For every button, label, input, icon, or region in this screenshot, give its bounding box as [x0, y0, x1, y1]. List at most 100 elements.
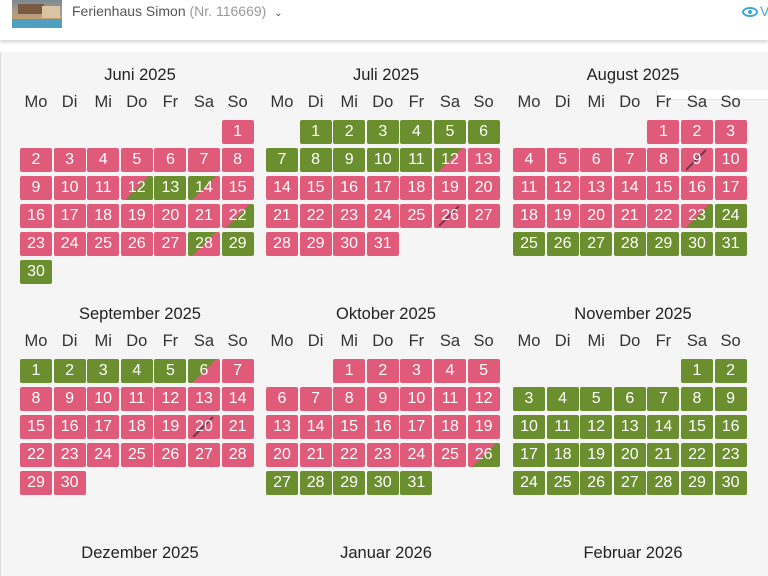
calendar-day[interactable]: 16 — [714, 415, 747, 439]
calendar-day[interactable]: 28 — [266, 232, 298, 256]
calendar-day[interactable]: 3 — [366, 120, 399, 144]
calendar-day[interactable]: 24 — [400, 443, 433, 467]
calendar-day[interactable]: 7 — [266, 148, 298, 172]
calendar-day[interactable]: 28 — [299, 471, 332, 495]
calendar-day[interactable]: 24 — [513, 471, 545, 495]
calendar-day[interactable]: 14 — [221, 387, 254, 411]
calendar-day[interactable]: 11 — [400, 148, 433, 172]
calendar-day[interactable]: 8 — [333, 387, 366, 411]
calendar-day[interactable]: 3 — [714, 120, 747, 144]
calendar-day[interactable]: 8 — [647, 148, 680, 172]
calendar-day[interactable]: 21 — [613, 204, 646, 228]
calendar-day[interactable]: 1 — [299, 120, 332, 144]
calendar-day[interactable]: 26 — [120, 232, 153, 256]
calendar-day[interactable]: 12 — [434, 148, 466, 172]
calendar-day[interactable]: 1 — [221, 120, 254, 144]
calendar-day[interactable]: 3 — [513, 387, 545, 411]
calendar-day[interactable]: 3 — [400, 359, 433, 383]
calendar-day[interactable]: 26 — [580, 471, 613, 495]
calendar-day[interactable]: 15 — [333, 415, 366, 439]
calendar-day[interactable]: 24 — [53, 232, 86, 256]
calendar-day[interactable]: 30 — [714, 471, 747, 495]
calendar-day[interactable]: 25 — [546, 471, 579, 495]
calendar-day[interactable]: 8 — [681, 387, 713, 411]
calendar-day[interactable]: 21 — [266, 204, 298, 228]
calendar-day[interactable]: 4 — [120, 359, 153, 383]
calendar-day[interactable]: 2 — [53, 359, 86, 383]
calendar-day[interactable]: 13 — [154, 176, 187, 200]
calendar-day[interactable]: 28 — [188, 232, 220, 256]
calendar-day[interactable]: 1 — [333, 359, 366, 383]
calendar-day[interactable]: 23 — [366, 443, 399, 467]
calendar-day[interactable]: 30 — [20, 260, 52, 284]
calendar-day[interactable]: 17 — [400, 415, 433, 439]
calendar-day[interactable]: 10 — [513, 415, 545, 439]
calendar-day[interactable]: 6 — [613, 387, 646, 411]
calendar-day[interactable]: 30 — [53, 471, 86, 495]
calendar-day[interactable]: 19 — [467, 415, 500, 439]
calendar-day[interactable]: 31 — [400, 471, 433, 495]
calendar-day[interactable]: 6 — [154, 148, 187, 172]
calendar-day[interactable]: 19 — [546, 204, 579, 228]
calendar-day[interactable]: 27 — [613, 471, 646, 495]
calendar-day[interactable]: 10 — [87, 387, 120, 411]
calendar-day[interactable]: 12 — [467, 387, 500, 411]
calendar-day[interactable]: 15 — [299, 176, 332, 200]
calendar-day[interactable]: 23 — [714, 443, 747, 467]
calendar-day[interactable]: 29 — [299, 232, 332, 256]
calendar-day[interactable]: 19 — [120, 204, 153, 228]
calendar-day[interactable]: 24 — [87, 443, 120, 467]
calendar-day[interactable]: 10 — [400, 387, 433, 411]
calendar-day[interactable]: 18 — [400, 176, 433, 200]
calendar-day[interactable]: 2 — [366, 359, 399, 383]
calendar-day[interactable]: 25 — [120, 443, 153, 467]
calendar-day[interactable]: 30 — [333, 232, 366, 256]
calendar-day[interactable]: 4 — [546, 387, 579, 411]
calendar-day[interactable]: 10 — [53, 176, 86, 200]
calendar-day[interactable]: 18 — [513, 204, 545, 228]
calendar-day[interactable]: 4 — [434, 359, 466, 383]
calendar-day[interactable]: 28 — [647, 471, 680, 495]
calendar-day[interactable]: 15 — [647, 176, 680, 200]
calendar-day[interactable]: 16 — [366, 415, 399, 439]
calendar-day[interactable]: 19 — [580, 443, 613, 467]
calendar-day[interactable]: 7 — [299, 387, 332, 411]
calendar-day[interactable]: 5 — [467, 359, 500, 383]
calendar-day[interactable]: 2 — [20, 148, 52, 172]
calendar-day[interactable]: 12 — [154, 387, 187, 411]
calendar-day[interactable]: 26 — [434, 204, 466, 228]
calendar-day[interactable]: 6 — [188, 359, 220, 383]
calendar-day[interactable]: 5 — [580, 387, 613, 411]
calendar-day[interactable]: 12 — [580, 415, 613, 439]
calendar-day[interactable]: 15 — [20, 415, 52, 439]
calendar-day[interactable]: 5 — [154, 359, 187, 383]
calendar-day[interactable]: 5 — [120, 148, 153, 172]
calendar-day[interactable]: 9 — [681, 148, 713, 172]
calendar-day[interactable]: 22 — [681, 443, 713, 467]
calendar-day[interactable]: 13 — [188, 387, 220, 411]
calendar-day[interactable]: 16 — [681, 176, 713, 200]
calendar-day[interactable]: 8 — [299, 148, 332, 172]
calendar-day[interactable]: 27 — [154, 232, 187, 256]
calendar-day[interactable]: 11 — [546, 415, 579, 439]
calendar-day[interactable]: 16 — [20, 204, 52, 228]
calendar-day[interactable]: 20 — [154, 204, 187, 228]
calendar-day[interactable]: 11 — [434, 387, 466, 411]
calendar-day[interactable]: 17 — [366, 176, 399, 200]
calendar-day[interactable]: 9 — [333, 148, 366, 172]
calendar-day[interactable]: 29 — [647, 232, 680, 256]
calendar-day[interactable]: 24 — [366, 204, 399, 228]
calendar-day[interactable]: 25 — [400, 204, 433, 228]
calendar-day[interactable]: 8 — [221, 148, 254, 172]
calendar-day[interactable]: 14 — [613, 176, 646, 200]
calendar-day[interactable]: 16 — [333, 176, 366, 200]
calendar-day[interactable]: 4 — [87, 148, 120, 172]
calendar-day[interactable]: 23 — [333, 204, 366, 228]
calendar-day[interactable]: 14 — [299, 415, 332, 439]
calendar-day[interactable]: 9 — [53, 387, 86, 411]
calendar-day[interactable]: 17 — [714, 176, 747, 200]
calendar-day[interactable]: 25 — [434, 443, 466, 467]
calendar-day[interactable]: 25 — [513, 232, 545, 256]
calendar-day[interactable]: 2 — [714, 359, 747, 383]
calendar-day[interactable]: 26 — [546, 232, 579, 256]
